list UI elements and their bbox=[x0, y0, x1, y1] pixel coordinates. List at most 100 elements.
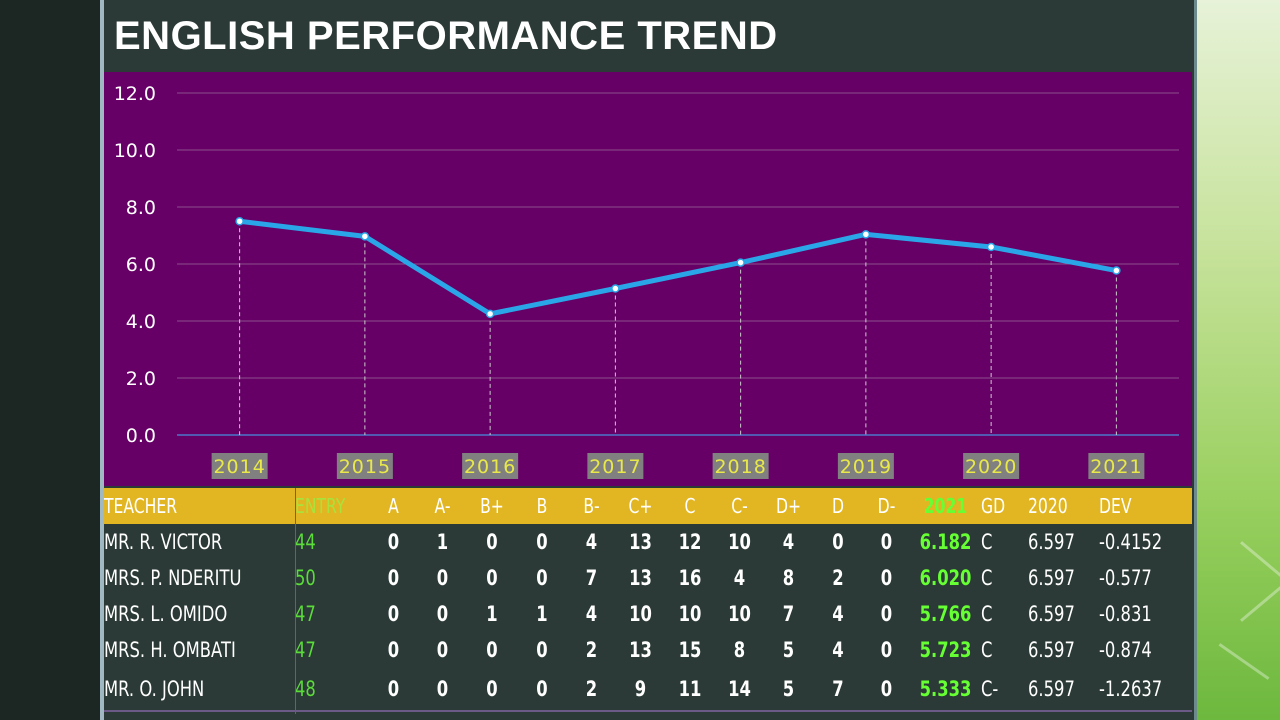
grade-count-a: 0 bbox=[387, 602, 400, 626]
grade-count-d-plus: 8 bbox=[782, 566, 795, 590]
x-label-background bbox=[963, 453, 1020, 479]
x-label-background bbox=[712, 453, 769, 479]
grade-count-b-plus: 1 bbox=[486, 602, 498, 626]
deviation: -0.577 bbox=[1099, 566, 1152, 590]
entry-count: 47 bbox=[295, 602, 316, 626]
deviation: -1.2637 bbox=[1099, 677, 1163, 701]
grade-count-b-plus: 0 bbox=[486, 638, 498, 662]
grade-count-d: 0 bbox=[832, 530, 844, 554]
header-grade-c-plus: C+ bbox=[628, 494, 653, 518]
table-header-row: TEACHER ENTRY A A- B+ B B- C+ C C- D+ D … bbox=[104, 488, 1192, 524]
grade-count-a-minus: 0 bbox=[436, 566, 449, 590]
entry-count: 47 bbox=[295, 638, 316, 662]
grade-count-b-plus: 0 bbox=[486, 677, 498, 701]
data-point bbox=[611, 284, 620, 293]
y-tick-label: 8.0 bbox=[126, 197, 156, 219]
mean-2021: 6.020 bbox=[919, 566, 972, 590]
grade-count-b: 0 bbox=[536, 677, 548, 701]
data-point bbox=[1112, 266, 1121, 275]
page-title: ENGLISH PERFORMANCE TREND bbox=[114, 14, 778, 58]
x-label-background bbox=[462, 453, 519, 479]
series-line bbox=[237, 218, 1119, 317]
y-tick-label: 6.0 bbox=[126, 254, 156, 276]
teacher-name: MRS. H. OMBATI bbox=[104, 638, 236, 662]
grade-count-d: 4 bbox=[832, 638, 844, 662]
left-panel bbox=[0, 0, 100, 720]
deviation: -0.4152 bbox=[1099, 530, 1163, 554]
decor-line bbox=[1240, 581, 1280, 622]
header-grade-b-minus: B- bbox=[583, 494, 600, 518]
x-tick-label: 2018 bbox=[714, 456, 766, 478]
grade-count-c-plus: 13 bbox=[629, 530, 652, 554]
grade-count-b-minus: 7 bbox=[585, 566, 598, 590]
x-tick-label: 2015 bbox=[339, 456, 391, 478]
plot-background bbox=[104, 72, 1192, 486]
mean-2020: 6.597 bbox=[1028, 677, 1075, 701]
x-tick-label: 2019 bbox=[840, 456, 892, 478]
grade-count-b: 1 bbox=[536, 602, 548, 626]
y-tick-label: 12.0 bbox=[114, 83, 156, 105]
data-point bbox=[485, 309, 495, 319]
grade-count-a-minus: 1 bbox=[436, 530, 449, 554]
data-point bbox=[360, 232, 370, 241]
x-tick-label: 2016 bbox=[464, 456, 516, 478]
grade-count-c-minus: 4 bbox=[733, 566, 746, 590]
grade-count-b-minus: 4 bbox=[585, 602, 598, 626]
deviation: -0.874 bbox=[1099, 638, 1152, 662]
y-tick-label: 2.0 bbox=[126, 368, 156, 390]
x-label-background bbox=[336, 453, 393, 479]
grade-count-c-minus: 10 bbox=[728, 602, 751, 626]
grade-count-d-minus: 0 bbox=[880, 602, 893, 626]
entry-column-divider bbox=[295, 488, 296, 714]
mean-2020: 6.597 bbox=[1028, 638, 1075, 662]
grade-count-d-minus: 0 bbox=[880, 530, 893, 554]
grade-count-c-plus: 13 bbox=[629, 638, 652, 662]
grade-count-d: 4 bbox=[832, 602, 844, 626]
grade-count-b-plus: 0 bbox=[486, 566, 498, 590]
mean-grade: C bbox=[981, 530, 993, 554]
grade-count-d-plus: 4 bbox=[782, 530, 795, 554]
data-point bbox=[736, 258, 745, 267]
grade-count-c: 15 bbox=[678, 638, 702, 662]
grade-count-d-plus: 7 bbox=[782, 602, 795, 626]
grade-count-c-plus: 13 bbox=[629, 566, 652, 590]
mean-2020: 6.597 bbox=[1028, 602, 1075, 626]
teacher-name: MRS. P. NDERITU bbox=[104, 566, 242, 590]
grade-count-d-plus: 5 bbox=[782, 677, 795, 701]
header-grade-c-minus: C- bbox=[731, 494, 748, 518]
grade-count-d-minus: 0 bbox=[880, 677, 893, 701]
grade-count-a: 0 bbox=[387, 566, 400, 590]
teacher-results-table: TEACHER ENTRY A A- B+ B B- C+ C C- D+ D … bbox=[104, 488, 1192, 710]
right-decor-panel bbox=[1194, 0, 1280, 720]
deviation: -0.831 bbox=[1099, 602, 1152, 626]
mean-2020: 6.597 bbox=[1028, 530, 1075, 554]
decor-line bbox=[1218, 643, 1270, 680]
header-entry: ENTRY bbox=[295, 494, 346, 518]
grade-count-b: 0 bbox=[536, 566, 548, 590]
performance-line-chart: 0.0 2.0 4.0 6.0 8.0 10.0 12.0 2014 2015 2016 2017… bbox=[104, 72, 1192, 486]
teacher-name: MR. R. VICTOR bbox=[104, 530, 223, 554]
teacher-name: MRS. L. OMIDO bbox=[104, 602, 228, 626]
grade-count-c-plus: 9 bbox=[634, 677, 647, 701]
header-teacher: TEACHER bbox=[104, 494, 178, 518]
header-grade-d-minus: D- bbox=[877, 494, 896, 518]
grade-count-c-minus: 8 bbox=[733, 638, 746, 662]
table-row: MR. R. VICTOR 44 0 1 0 0 4 13 12 10 4 0 0 6.182 C 6.597… bbox=[104, 524, 1192, 560]
header-grade-c: C bbox=[684, 494, 696, 518]
mean-2021: 6.182 bbox=[919, 530, 972, 554]
grade-count-b: 0 bbox=[536, 638, 548, 662]
entry-count: 44 bbox=[295, 530, 316, 554]
x-label-background bbox=[211, 453, 268, 479]
y-tick-label: 4.0 bbox=[126, 311, 156, 333]
grade-count-c-minus: 14 bbox=[728, 677, 751, 701]
header-grade-b-plus: B+ bbox=[480, 494, 504, 518]
mean-2020: 6.597 bbox=[1028, 566, 1075, 590]
header-grade-a: A bbox=[388, 494, 399, 518]
header-grade-d: D bbox=[831, 494, 845, 518]
grade-count-d-minus: 0 bbox=[880, 638, 893, 662]
x-tick-label: 2021 bbox=[1090, 456, 1142, 478]
grade-count-a-minus: 0 bbox=[436, 677, 449, 701]
grade-count-d-minus: 0 bbox=[880, 566, 893, 590]
grade-count-c-minus: 10 bbox=[728, 530, 751, 554]
header-grade-d-plus: D+ bbox=[775, 494, 802, 518]
